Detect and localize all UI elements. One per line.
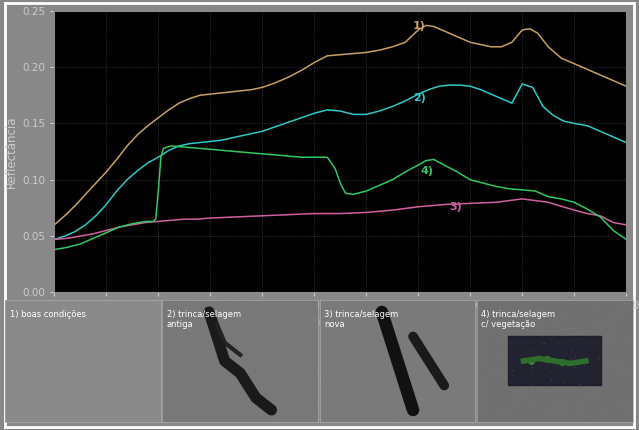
Point	[526, 358, 536, 365]
Y-axis label: Reflectância: Reflectância	[5, 115, 18, 188]
Text: 2): 2)	[413, 93, 426, 103]
Text: 4): 4)	[421, 166, 434, 176]
X-axis label: Comprimento de Onda (nm): Comprimento de Onda (nm)	[257, 316, 424, 329]
Text: 3) trinca/selagem
nova: 3) trinca/selagem nova	[324, 310, 399, 329]
Text: 1): 1)	[413, 21, 426, 31]
Text: 4) trinca/selagem
c/ vegetação: 4) trinca/selagem c/ vegetação	[481, 310, 555, 329]
Point	[542, 355, 552, 362]
Text: 2) trinca/selagem
antiga: 2) trinca/selagem antiga	[167, 310, 241, 329]
Text: 3): 3)	[449, 202, 462, 212]
Point	[557, 359, 567, 366]
Text: 1) boas condições: 1) boas condições	[10, 310, 86, 319]
